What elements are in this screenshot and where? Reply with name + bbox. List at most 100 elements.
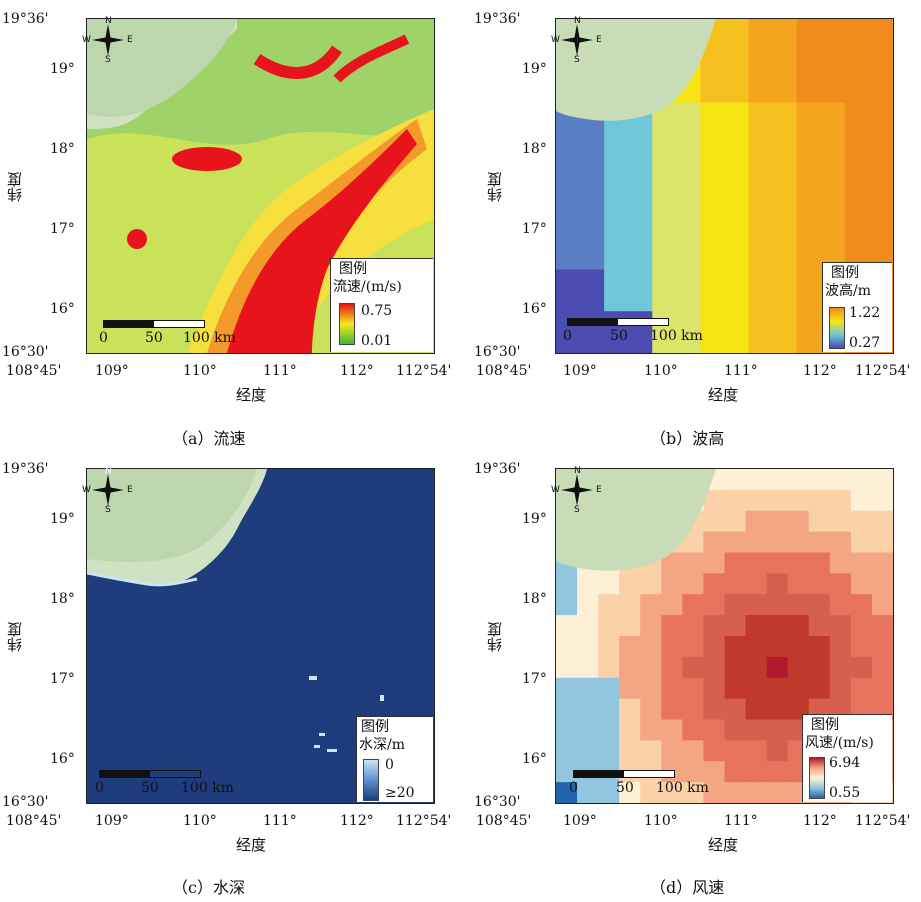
scale-bar-zero: 0 — [99, 330, 108, 346]
scale-bar-mid: 50 — [141, 780, 159, 796]
raster-cell — [844, 186, 893, 229]
raster-cell — [724, 531, 747, 553]
legend: 图例 水深/m 0 ≥20 — [356, 716, 433, 802]
raster-cell — [682, 552, 704, 574]
raster-cell — [844, 19, 893, 62]
raster-cell — [598, 573, 620, 595]
scale-bar-mid: 50 — [616, 780, 634, 796]
raster-cell — [745, 469, 768, 491]
raster-cell — [700, 60, 750, 103]
x-tick: 112° — [803, 813, 837, 829]
raster-cell — [787, 594, 810, 616]
y-tick: 16° — [522, 751, 547, 767]
x-tick: 112° — [340, 363, 374, 379]
raster-cell — [700, 144, 750, 187]
raster-cell — [682, 698, 704, 720]
raster-cell — [682, 656, 704, 679]
legend-title: 图例 — [811, 717, 839, 733]
raster-cell — [844, 60, 893, 103]
north-arrow-icon: N S W E — [82, 466, 133, 515]
raster-cell — [748, 102, 798, 145]
raster-cell — [850, 510, 873, 533]
raster-cell — [748, 144, 798, 187]
x-tick: 110° — [644, 363, 678, 379]
y-tick: 16° — [50, 751, 75, 767]
y-tick: 17° — [50, 671, 75, 687]
y-axis-title: 纬度 — [486, 172, 504, 202]
raster-cell — [748, 19, 798, 62]
raster-cell — [598, 677, 620, 700]
raster-cell — [724, 719, 747, 741]
raster-cell — [640, 698, 662, 720]
raster-cell — [748, 269, 798, 312]
land-mass — [556, 469, 716, 571]
raster-cell — [748, 186, 798, 229]
scale-bar-end: 100 km — [183, 330, 236, 346]
raster-cell — [745, 510, 768, 533]
raster-cell — [682, 594, 704, 616]
raster-cell — [829, 469, 852, 491]
x-tick: 108°45' — [476, 363, 532, 379]
wave-height-map — [555, 18, 894, 354]
raster-cell — [766, 552, 789, 574]
raster-cell — [604, 186, 653, 229]
raster-cell — [766, 573, 789, 595]
raster-cell — [850, 469, 873, 491]
raster-cell — [808, 552, 831, 574]
raster-cell — [619, 594, 641, 616]
raster-cell — [829, 656, 852, 679]
raster-cell — [766, 615, 789, 637]
raster-cell — [748, 227, 798, 270]
raster-cell — [661, 656, 683, 679]
legend-colorbar — [363, 759, 379, 801]
scale-bar-zero: 0 — [569, 780, 578, 796]
raster-cell — [682, 636, 704, 658]
x-tick: 110° — [644, 813, 678, 829]
raster-cell — [640, 782, 662, 803]
legend-unit: 波高/m — [825, 283, 871, 299]
x-axis-title: 经度 — [708, 836, 739, 854]
legend: 图例 波高/m 1.22 0.27 — [822, 262, 892, 352]
raster-cell — [745, 677, 768, 700]
raster-cell — [724, 782, 747, 803]
raster-cell — [724, 677, 747, 700]
raster-cell — [796, 144, 846, 187]
x-tick: 108°45' — [476, 813, 532, 829]
x-tick: 111° — [724, 813, 758, 829]
raster-cell — [796, 102, 846, 145]
raster-cell — [682, 615, 704, 637]
raster-cell — [808, 510, 831, 533]
raster-cell — [598, 698, 620, 720]
raster-cell — [604, 269, 653, 312]
raster-cell — [871, 594, 893, 616]
y-tick: 19°36' — [2, 461, 49, 477]
y-tick: 18° — [50, 141, 75, 157]
raster-cell — [700, 102, 750, 145]
legend: 图例 风速/(m/s) 6.94 0.55 — [802, 714, 892, 802]
raster-cell — [652, 186, 701, 229]
wave-height-raster — [556, 19, 893, 353]
raster-cell — [598, 636, 620, 658]
raster-cell — [850, 552, 873, 574]
raster-cell — [652, 269, 701, 312]
raster-cell — [871, 573, 893, 595]
scale-bar-end: 100 km — [181, 780, 234, 796]
raster-cell — [703, 510, 725, 533]
legend-title: 图例 — [831, 265, 859, 281]
raster-cell — [577, 740, 599, 762]
raster-cell — [577, 656, 599, 679]
raster-cell — [787, 656, 810, 679]
y-tick: 19° — [522, 61, 547, 77]
raster-cell — [724, 761, 747, 783]
raster-cell — [745, 573, 768, 595]
legend-colorbar — [339, 303, 355, 345]
raster-cell — [619, 698, 641, 720]
raster-cell — [577, 615, 599, 637]
raster-cell — [577, 677, 599, 700]
raster-cell — [808, 489, 831, 512]
raster-cell — [829, 594, 852, 616]
y-tick: 17° — [50, 221, 75, 237]
legend-min: 0.27 — [849, 335, 881, 351]
scale-bar — [567, 318, 669, 326]
raster-cell — [745, 636, 768, 658]
